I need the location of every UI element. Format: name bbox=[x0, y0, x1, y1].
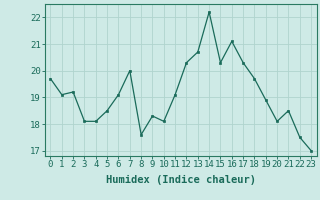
X-axis label: Humidex (Indice chaleur): Humidex (Indice chaleur) bbox=[106, 175, 256, 185]
